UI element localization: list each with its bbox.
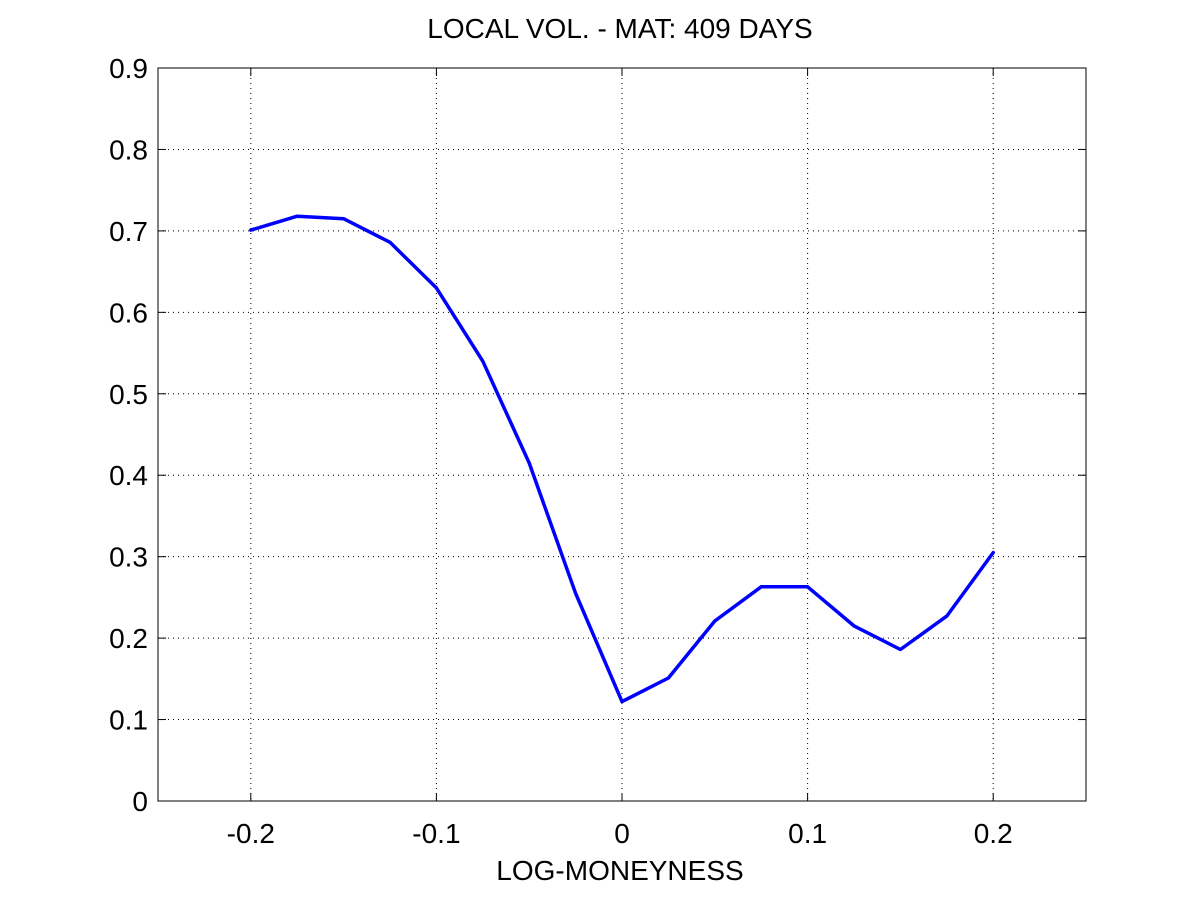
x-axis-tick-labels: -0.2 -0.1 0 0.1 0.2 xyxy=(227,818,1013,849)
data-point xyxy=(666,676,670,680)
y-axis-tick-labels: 0 0.1 0.2 0.3 0.4 0.5 0.6 0.7 0.8 0.9 xyxy=(109,53,148,817)
data-point xyxy=(806,585,810,589)
grid-lines xyxy=(158,67,1086,802)
data-point xyxy=(295,214,299,218)
data-point xyxy=(945,614,949,618)
chart-title: LOCAL VOL. - MAT: 409 DAYS xyxy=(427,13,812,44)
y-tick-label: 0.8 xyxy=(109,134,148,165)
data-point xyxy=(713,619,717,623)
y-tick-label: 0 xyxy=(132,786,148,817)
x-tick-label: 0.2 xyxy=(974,818,1013,849)
y-tick-label: 0.2 xyxy=(109,623,148,654)
x-tick-label: -0.1 xyxy=(412,818,460,849)
x-tick-label: 0.1 xyxy=(788,818,827,849)
y-tick-label: 0.7 xyxy=(109,216,148,247)
data-point xyxy=(991,551,995,555)
y-tick-label: 0.4 xyxy=(109,460,148,491)
x-tick-label: -0.2 xyxy=(227,818,275,849)
data-point xyxy=(620,700,624,704)
x-axis-label: LOG-MONEYNESS xyxy=(496,855,743,886)
y-tick-label: 0.3 xyxy=(109,542,148,573)
data-point xyxy=(481,359,485,363)
y-tick-label: 0.6 xyxy=(109,297,148,328)
axis-ticks xyxy=(158,67,1086,802)
data-point xyxy=(759,585,763,589)
data-point xyxy=(898,648,902,652)
y-tick-label: 0.9 xyxy=(109,53,148,84)
data-point xyxy=(388,240,392,244)
x-tick-label: 0 xyxy=(614,818,630,849)
data-point xyxy=(249,228,253,232)
data-point xyxy=(574,591,578,595)
data-point xyxy=(852,624,856,628)
y-tick-label: 0.5 xyxy=(109,379,148,410)
data-point xyxy=(527,461,531,465)
y-tick-label: 0.1 xyxy=(109,705,148,736)
data-point xyxy=(434,286,438,290)
data-point xyxy=(342,217,346,221)
series-layer xyxy=(249,214,995,704)
